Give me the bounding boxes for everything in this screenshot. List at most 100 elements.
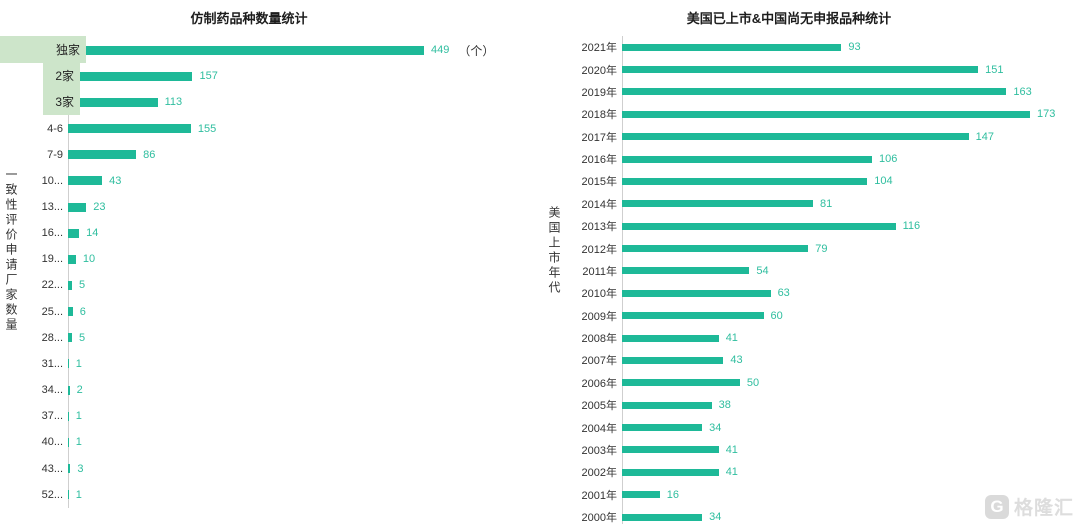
category-label: 2004年 — [581, 422, 617, 435]
bar — [68, 228, 80, 238]
bar-row: 2014年 81 — [540, 193, 1080, 215]
bar — [68, 359, 69, 369]
value-label: 157 — [199, 70, 218, 83]
bar — [622, 88, 1007, 96]
bar-row: 40... 1 — [0, 429, 540, 455]
y-axis-line — [68, 37, 69, 508]
bar-row: 25... 6 — [0, 299, 540, 325]
bar-row: 449 （个） — [0, 37, 540, 63]
value-label: 173 — [1037, 108, 1056, 121]
value-label: 54 — [756, 264, 769, 277]
bar-track: 81 — [622, 198, 1080, 210]
bar-track: 1 — [68, 436, 540, 448]
category-label: 52... — [41, 488, 63, 501]
value-label: 79 — [815, 242, 828, 255]
category-label: 2021年 — [581, 42, 617, 55]
bar — [68, 124, 191, 134]
bar-track: 16 — [622, 489, 1080, 501]
bar-track: 60 — [622, 310, 1080, 322]
bar-track: 6 — [68, 306, 540, 318]
bar-track: 93 — [622, 41, 1080, 53]
bar-row: 2002年 41 — [540, 461, 1080, 483]
bar-row: 2007年 43 — [540, 349, 1080, 371]
watermark-text: 格隆汇 — [1013, 498, 1074, 519]
bar-row: 2003年 41 — [540, 439, 1080, 461]
unit-label: （个） — [458, 43, 495, 58]
bar-track: 163 — [622, 86, 1080, 98]
highlight-box: 独家 — [0, 36, 86, 64]
category-label: 43... — [41, 462, 63, 475]
bar — [622, 177, 868, 185]
bar-row: 13... 23 — [0, 194, 540, 220]
category-label: 2011年 — [582, 265, 617, 278]
value-label: 104 — [874, 175, 893, 188]
bar — [622, 66, 979, 74]
value-label: 155 — [197, 122, 217, 135]
category-label: 2010年 — [581, 288, 617, 301]
bar-track: 155 — [68, 123, 540, 135]
category-label: 2017年 — [581, 131, 617, 144]
bar-row: 2019年 163 — [540, 81, 1080, 103]
bar-row: 2015年 104 — [540, 170, 1080, 192]
category-label: 13... — [41, 201, 63, 214]
y-axis-title: 美国上市年代 — [547, 206, 561, 296]
generic-drug-chart: 仿制药品种数量统计 一致性评价申请厂家数量 449 （个） 157 113 4-6 155… — [0, 11, 540, 508]
value-label: 106 — [878, 153, 898, 166]
bar — [68, 176, 103, 186]
category-label: 2008年 — [581, 333, 617, 346]
value-label: 60 — [770, 309, 783, 322]
y-axis-title: 一致性评价申请厂家数量 — [4, 168, 18, 333]
value-label: 151 — [985, 63, 1004, 76]
category-label: 37... — [41, 410, 63, 423]
value-label: 34 — [709, 421, 722, 434]
bar-row: 2008年 41 — [540, 327, 1080, 349]
category-label: 40... — [41, 436, 63, 449]
category-label: 2019年 — [581, 86, 617, 99]
category-label: 2007年 — [581, 355, 617, 368]
category-label: 2014年 — [581, 198, 617, 211]
value-label: 38 — [718, 399, 731, 412]
bar — [622, 312, 764, 320]
bar-row: 2000年 34 — [540, 506, 1080, 526]
category-label: 4-6 — [47, 122, 63, 135]
y-axis-line — [622, 36, 623, 524]
bar-row: 157 — [0, 63, 540, 89]
value-label: 63 — [777, 287, 790, 300]
bar-track: 5 — [68, 279, 540, 291]
value-label: 3 — [77, 462, 84, 475]
category-label: 7-9 — [47, 148, 63, 161]
bar-track: 449 （个） — [68, 42, 540, 59]
value-label: 6 — [79, 305, 86, 318]
bar — [68, 150, 137, 160]
bar-track: 1 — [68, 410, 540, 422]
bar-track: 157 — [68, 70, 540, 82]
value-label: 1 — [75, 410, 82, 423]
bar-track: 63 — [622, 287, 1080, 299]
bar-row: 2006年 50 — [540, 372, 1080, 394]
category-label: 2013年 — [581, 221, 617, 234]
bar-row: 7-9 86 — [0, 142, 540, 168]
highlight-box: 2家 — [43, 62, 80, 90]
gelonghui-logo-icon: G — [984, 494, 1009, 519]
bar-track: 50 — [622, 377, 1080, 389]
value-label: 147 — [975, 130, 995, 143]
category-label: 2020年 — [581, 64, 617, 77]
bar — [68, 464, 71, 474]
bar — [622, 424, 703, 432]
category-label: 22... — [41, 279, 63, 292]
bar-track: 1 — [68, 358, 540, 370]
category-label: 2012年 — [581, 243, 617, 256]
category-label: 2005年 — [581, 400, 617, 413]
value-label: 5 — [78, 279, 86, 292]
bar — [622, 468, 719, 476]
value-label: 86 — [143, 148, 156, 161]
value-label: 1 — [75, 436, 82, 449]
bar — [68, 280, 72, 290]
bar — [622, 133, 969, 141]
category-label: 2003年 — [581, 444, 617, 457]
value-label: 1 — [75, 357, 82, 370]
category-label: 2016年 — [581, 154, 617, 167]
value-label: 50 — [746, 376, 760, 389]
category-label: 2002年 — [581, 467, 617, 480]
